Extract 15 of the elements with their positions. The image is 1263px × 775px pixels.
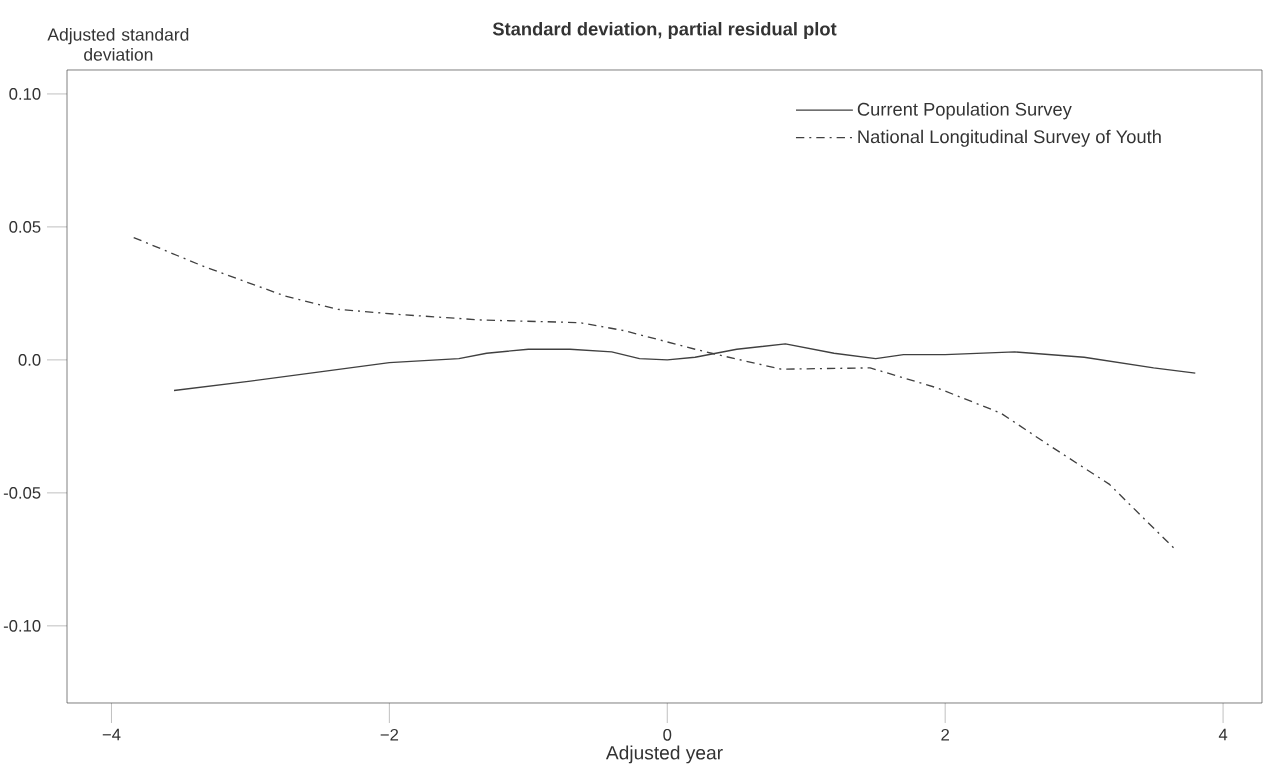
x-tick-label: 0 — [663, 728, 672, 741]
y-tick-label: 0.10 — [9, 88, 41, 100]
y-tick-label: -0.05 — [3, 486, 41, 499]
y-tick-label: 0.0 — [18, 354, 41, 366]
x-tick-label: −2 — [380, 728, 399, 741]
x-tick-label: 4 — [1218, 728, 1228, 741]
x-tick-label: 2 — [941, 728, 949, 741]
x-tick-label: −4 — [102, 728, 121, 741]
chart-title: Standard deviation, partial residual plot — [492, 22, 837, 40]
x-axis-title: Adjusted year — [605, 745, 723, 764]
legend-label: National Longitudinal Survey of Youth — [858, 129, 1161, 147]
y-axis-title: Adjusted standard deviation — [47, 27, 189, 61]
y-tick-label: -0.10 — [3, 619, 41, 632]
y-tick-label: 0.05 — [9, 221, 41, 233]
legend-label: Current Population Survey — [857, 102, 1072, 120]
